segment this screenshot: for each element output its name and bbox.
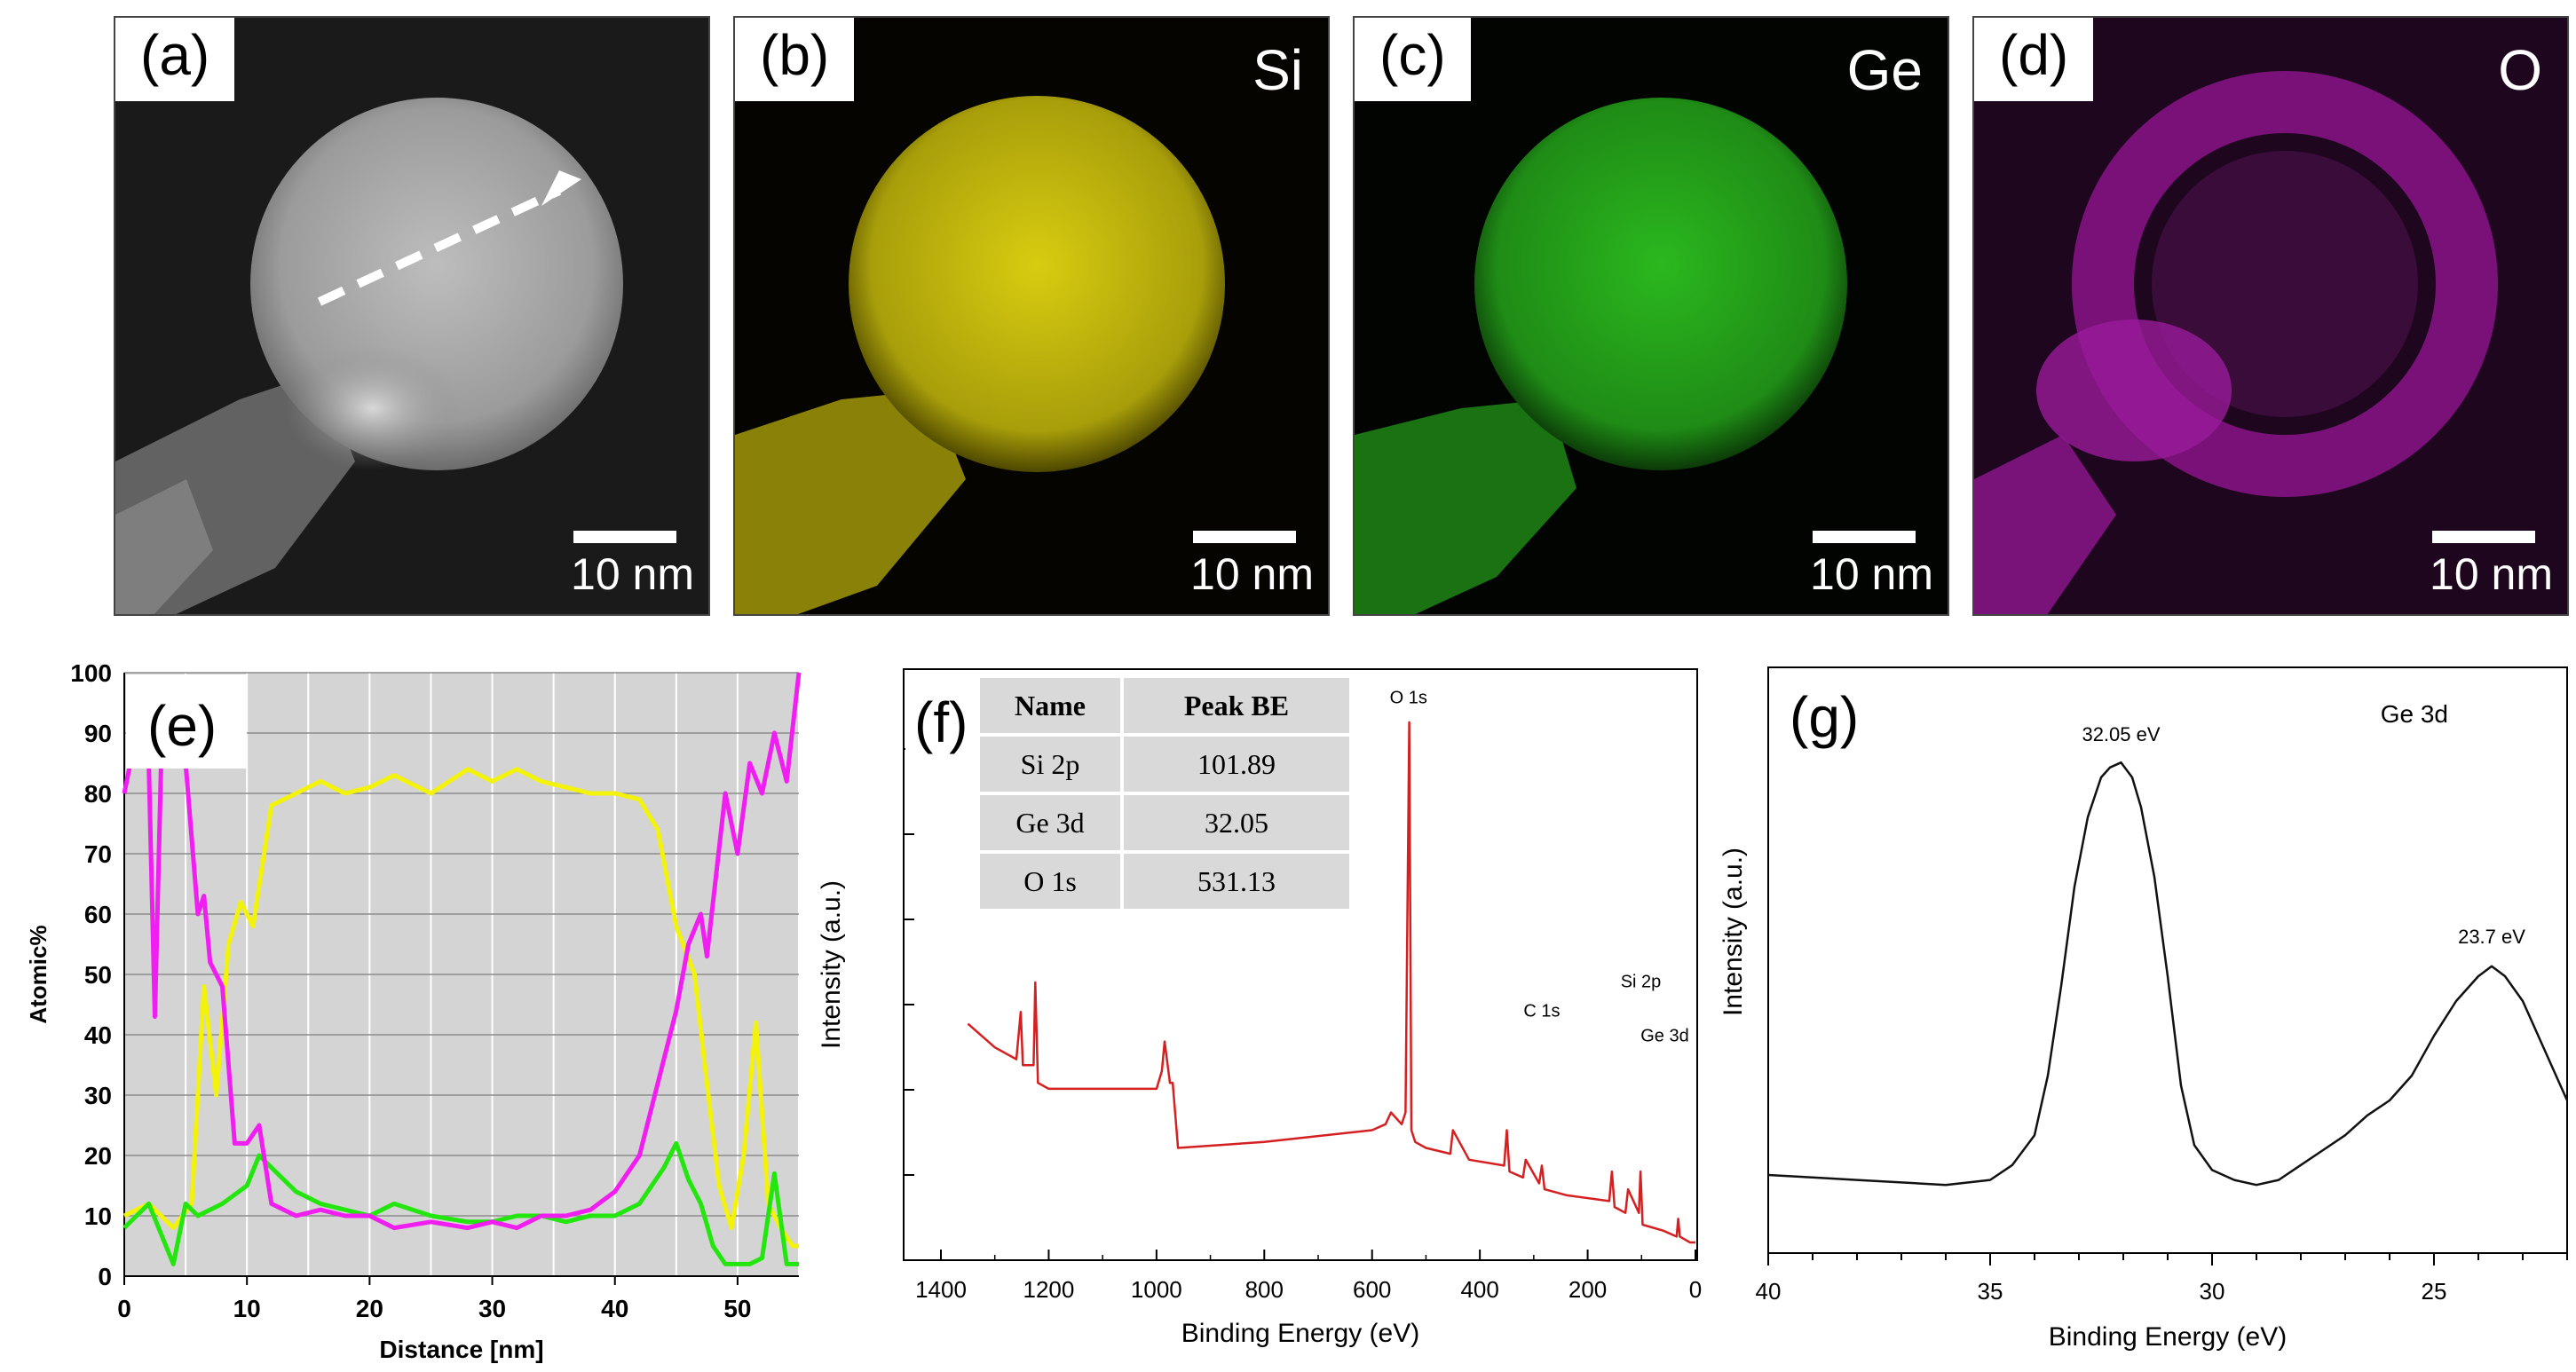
- element-label-o: O: [2498, 38, 2542, 102]
- y-tick-label: 30: [84, 1082, 112, 1109]
- xps-peak-table: Name Peak BE Si 2p 101.89 Ge 3d 32.05 O …: [976, 674, 1353, 912]
- panel-c-ge-map: (c) Ge 10 nm: [1353, 16, 1949, 616]
- series-line-si: [122, 767, 799, 1249]
- x-tick-label: 20: [356, 1295, 383, 1322]
- y-tick-label: 20: [84, 1142, 112, 1170]
- x-tick-label: 1200: [1023, 1276, 1075, 1303]
- peak-annotation: 23.7 eV: [2458, 926, 2525, 948]
- table-row: Ge 3d 32.05: [980, 795, 1349, 850]
- x-tick-label: 40: [601, 1295, 628, 1322]
- series-line-ge: [122, 1140, 799, 1266]
- scale-bar-label: 10 nm: [2430, 549, 2553, 599]
- x-tick-label: 0: [117, 1295, 131, 1322]
- y-axis-label: Intensity (a.u.): [1719, 848, 1748, 1016]
- table-cell: 32.05: [1124, 795, 1349, 850]
- y-tick-label: 0: [98, 1263, 112, 1290]
- y-tick-label: 60: [84, 901, 112, 928]
- peak-annotation: Ge 3d: [1640, 1027, 1688, 1046]
- y-axis-label: Intensity (a.u.): [817, 880, 846, 1049]
- peak-annotation: 32.05 eV: [2082, 723, 2160, 745]
- table-cell: O 1s: [980, 854, 1120, 909]
- table-header-cell: Peak BE: [1124, 678, 1349, 733]
- panel-label: (f): [914, 690, 968, 754]
- x-tick-label: 50: [723, 1295, 751, 1322]
- panel-label-box: [905, 671, 991, 756]
- element-label-si: Si: [1252, 38, 1303, 102]
- chart-f-xps-survey: 1400 1200 1000 800 600 400 200 0 Binding Energy …: [817, 668, 1702, 1348]
- x-tick-label: 30: [478, 1295, 506, 1322]
- y-tick-label: 50: [84, 961, 112, 989]
- scale-bar-label: 10 nm: [571, 549, 694, 599]
- x-tick-label: 25: [2422, 1278, 2447, 1305]
- peak-annotation: Si 2p: [1621, 972, 1662, 991]
- series-line-survey: [967, 721, 1695, 1244]
- spectrum-title: Ge 3d: [2381, 700, 2448, 728]
- table-cell: 101.89: [1124, 737, 1349, 792]
- y-tick-label: 100: [70, 659, 112, 687]
- panel-a-label: (a): [115, 18, 235, 101]
- panel-label: (g): [1790, 685, 1859, 749]
- plot-frame: [903, 668, 1698, 1261]
- panel-label-box: [126, 674, 247, 769]
- ge-elemental-map: [1355, 18, 1948, 614]
- y-tick-label: 40: [84, 1021, 112, 1049]
- y-tick-label: 10: [84, 1202, 112, 1230]
- x-tick-label: 400: [1460, 1276, 1498, 1303]
- panel-d-label: (d): [1974, 18, 2094, 101]
- si-elemental-map: [735, 18, 1328, 614]
- table-cell: 531.13: [1124, 854, 1349, 909]
- x-tick-label: 800: [1245, 1276, 1284, 1303]
- scale-bar-label: 10 nm: [1190, 549, 1314, 599]
- plot-frame: [1767, 666, 2568, 1254]
- x-axis-label: Distance [nm]: [379, 1336, 543, 1363]
- series-line-o: [122, 672, 802, 1231]
- panel-b-label: (b): [735, 18, 855, 101]
- peak-annotation: O 1s: [1390, 689, 1427, 708]
- x-tick-label: 10: [233, 1295, 261, 1322]
- chart-g-ge3d-spectrum: 40 35 30 25 Binding Energy (eV) Intensity (a.…: [1719, 666, 2569, 1352]
- y-tick-label: 70: [84, 840, 112, 868]
- scale-bar: [1193, 531, 1296, 543]
- panel-d-o-map: (d) O 10 nm: [1972, 16, 2569, 616]
- x-tick-label: 200: [1569, 1276, 1607, 1303]
- x-tick-label: 35: [1978, 1278, 2003, 1305]
- panel-c-label: (c): [1355, 18, 1471, 101]
- y-tick-label: 90: [84, 720, 112, 747]
- table-row: Si 2p 101.89: [980, 737, 1349, 792]
- x-tick-label: 600: [1353, 1276, 1391, 1303]
- chart-e-line-scan: 0 10 20 30 40 50 0 10 20 30 40 50 60 70 80 90 100 Distanc…: [25, 659, 802, 1363]
- x-tick-label: 0: [1689, 1276, 1702, 1303]
- table-header-row: Name Peak BE: [980, 678, 1349, 733]
- panel-b-si-map: (b) Si 10 nm: [733, 16, 1330, 616]
- y-tick-label: 80: [84, 780, 112, 808]
- x-tick-label: 30: [2200, 1278, 2225, 1305]
- series-line-ge3d: [1767, 761, 2569, 1187]
- table-cell: Ge 3d: [980, 795, 1120, 850]
- x-axis-label: Binding Energy (eV): [2049, 1322, 2287, 1352]
- scale-bar: [573, 531, 676, 543]
- x-tick-label: 40: [1756, 1278, 1782, 1305]
- x-tick-label: 1400: [915, 1276, 967, 1303]
- panel-a-haadf-image: (a) 10 nm: [114, 16, 710, 616]
- scale-bar: [1813, 531, 1916, 543]
- peak-annotation: C 1s: [1523, 1002, 1560, 1021]
- y-axis-label: Atomic%: [25, 925, 51, 1023]
- scale-bar-label: 10 nm: [1810, 549, 1933, 599]
- panel-label: (e): [147, 694, 217, 758]
- table-row: O 1s 531.13: [980, 854, 1349, 909]
- x-tick-label: 1000: [1131, 1276, 1182, 1303]
- scale-bar: [2432, 531, 2535, 543]
- table-cell: Si 2p: [980, 737, 1120, 792]
- haadf-particle-image: [115, 18, 708, 614]
- line-scan-arrow: [317, 186, 562, 306]
- table-header-cell: Name: [980, 678, 1120, 733]
- element-label-ge: Ge: [1846, 38, 1923, 102]
- x-axis-label: Binding Energy (eV): [1181, 1319, 1419, 1348]
- o-elemental-map: [1974, 18, 2567, 614]
